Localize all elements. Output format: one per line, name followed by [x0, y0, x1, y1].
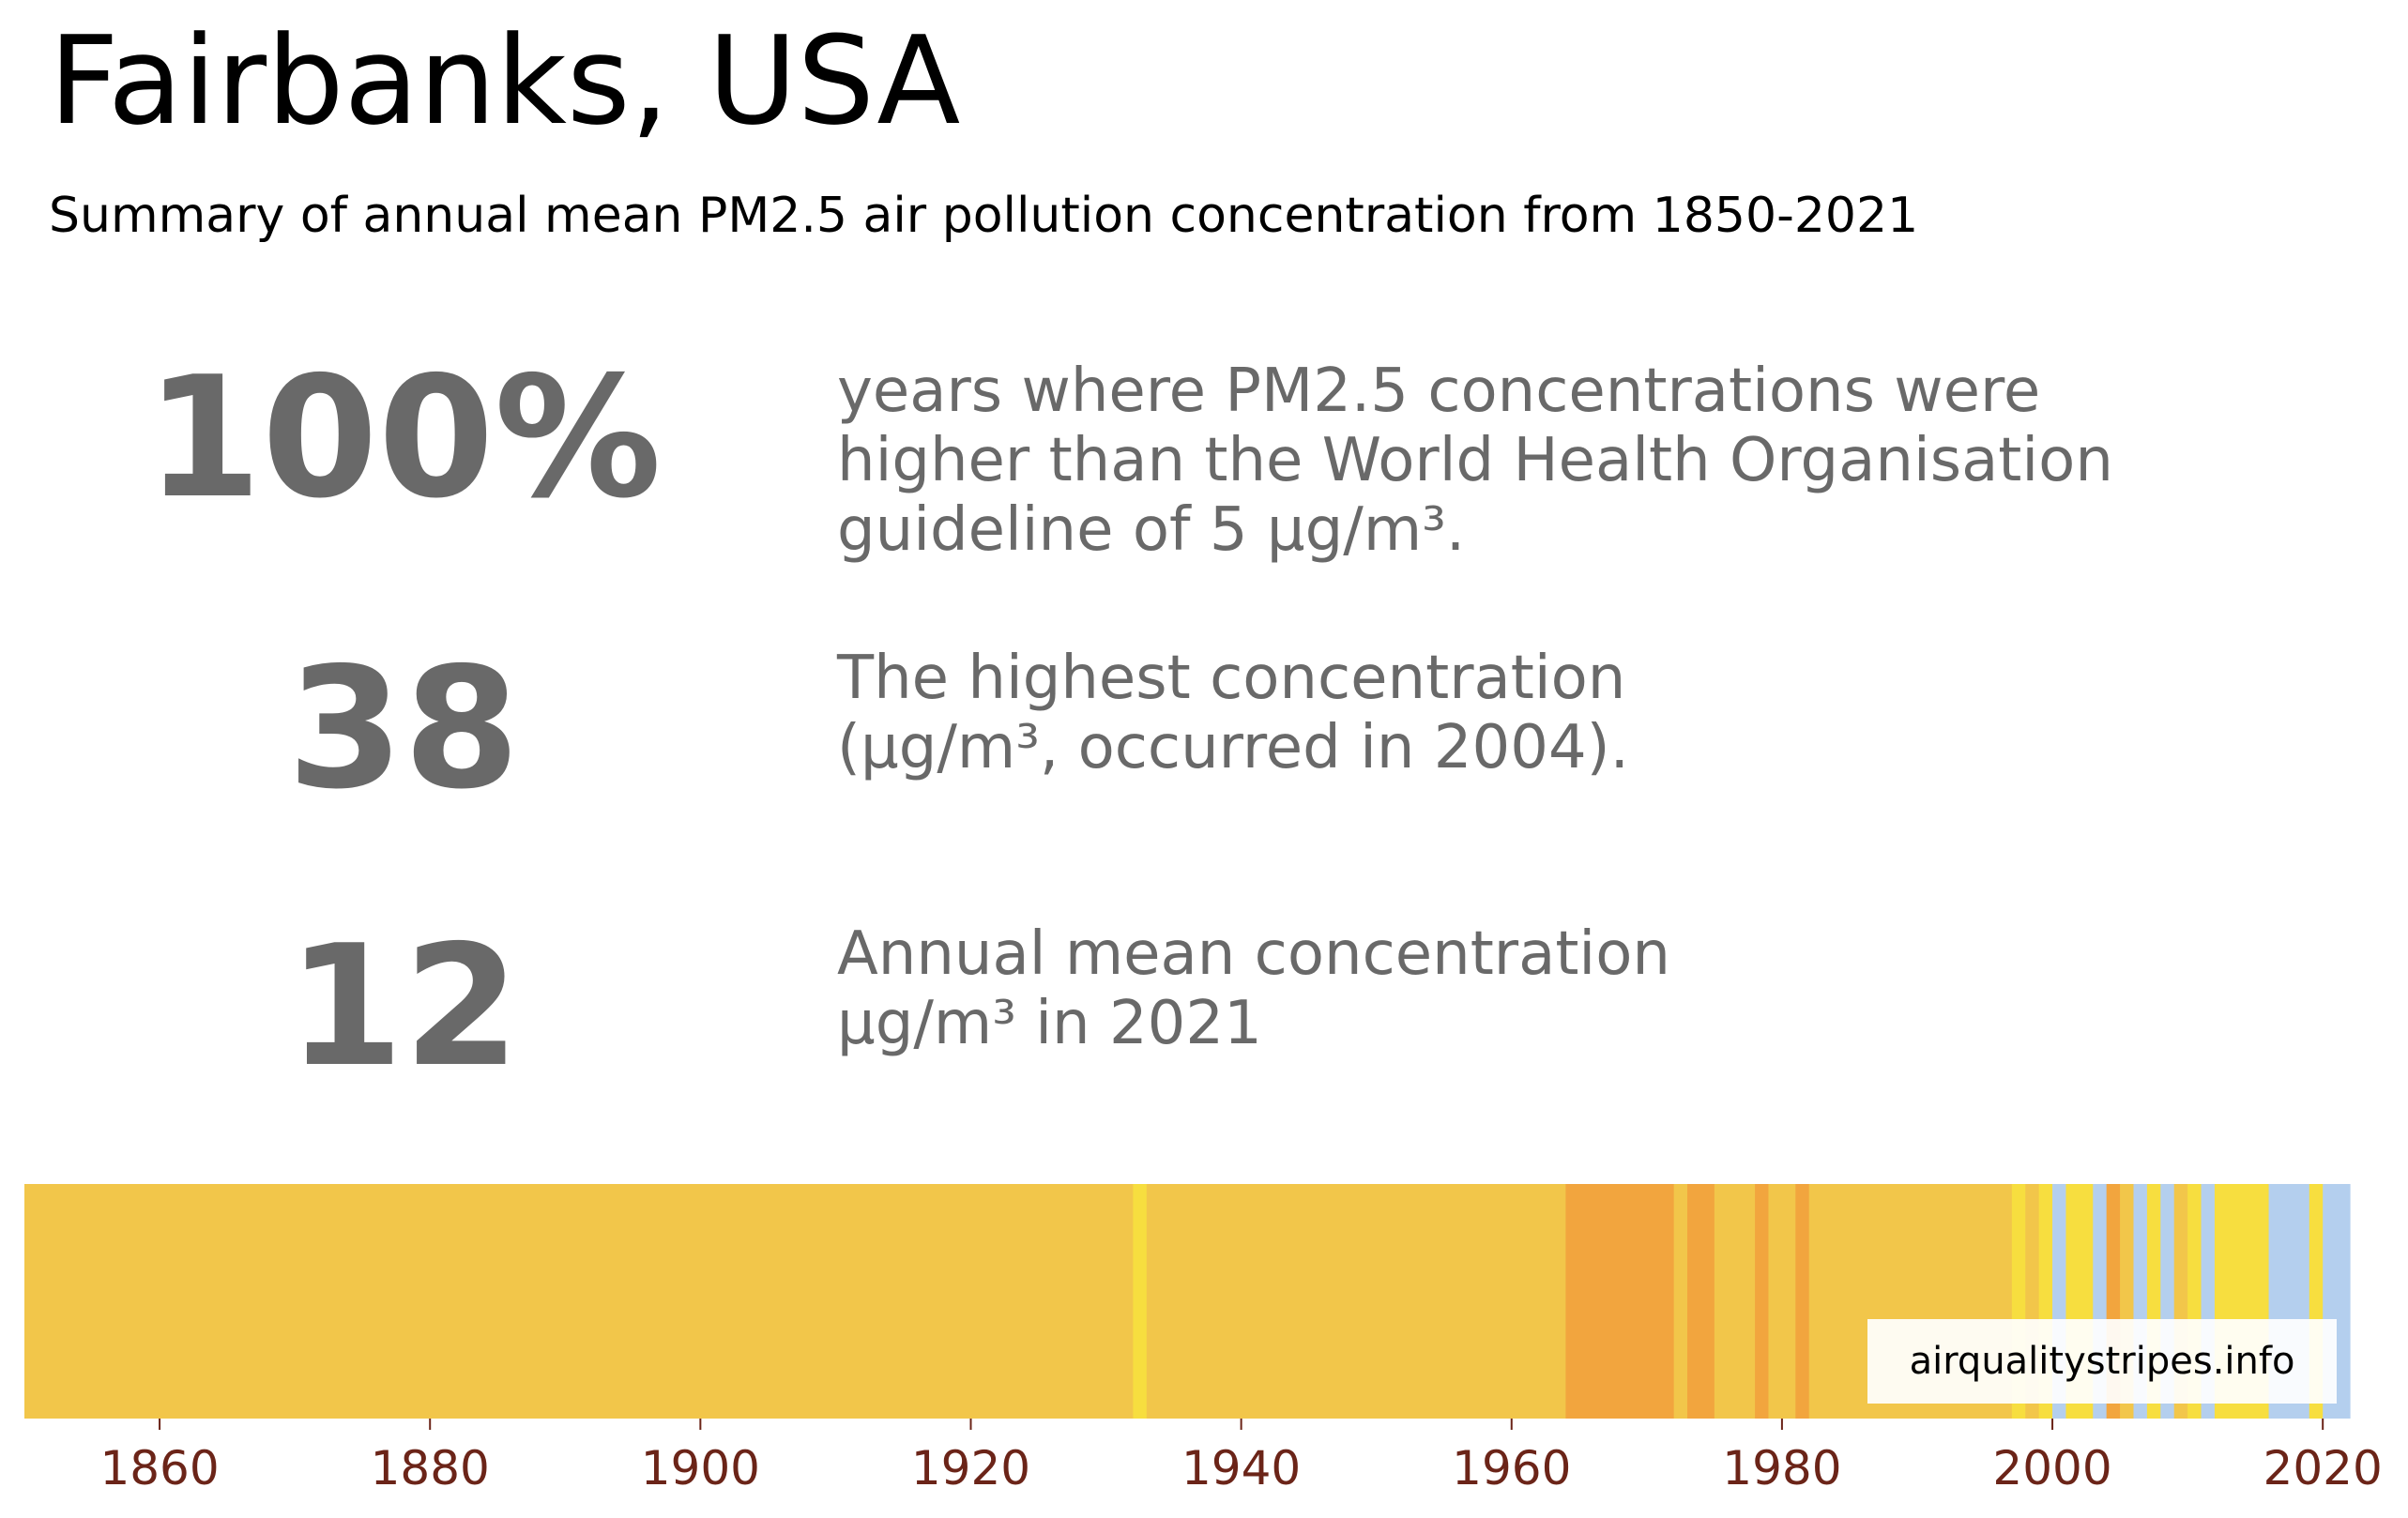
stat-latest-value: 12 — [287, 909, 520, 1103]
stat-latest-description: Annual mean concentration µg/m³ in 2021 — [837, 919, 1670, 1058]
page-title: Fairbanks, USA — [49, 9, 961, 152]
stripe-segment-1972 — [1673, 1184, 1688, 1419]
stripe-segment-1978 — [1755, 1184, 1770, 1419]
x-tick-label-1960: 1960 — [1452, 1441, 1571, 1495]
stripe-segment-1964 — [1565, 1184, 1675, 1419]
stripe-segment-1973 — [1687, 1184, 1715, 1419]
page-subtitle: Summary of annual mean PM2.5 air polluti… — [49, 188, 1919, 244]
x-tick-label-2000: 2000 — [1992, 1441, 2111, 1495]
stat-max-value: 38 — [287, 631, 520, 826]
stat-max-description: The highest concentration (µg/m³, occurr… — [837, 644, 1629, 782]
stripe-segment-1979 — [1768, 1184, 1796, 1419]
x-tick-label-1940: 1940 — [1181, 1441, 1301, 1495]
x-tick-label-1980: 1980 — [1722, 1441, 1841, 1495]
stat-percent-value: 100% — [145, 341, 662, 535]
watermark-background — [1867, 1319, 2337, 1404]
stripe-segment-1981 — [1795, 1184, 1810, 1419]
x-tick-label-1920: 1920 — [911, 1441, 1030, 1495]
watermark-label: airqualitystripes.info — [1909, 1340, 2295, 1383]
x-tick-label-2020: 2020 — [2263, 1441, 2383, 1495]
x-tick-label-1860: 1860 — [99, 1441, 219, 1495]
stripe-segment-1850 — [24, 1184, 1134, 1419]
stripe-segment-1975 — [1714, 1184, 1756, 1419]
stripe-segment-1932 — [1133, 1184, 1148, 1419]
stat-percent-description: years where PM2.5 concentrations were hi… — [837, 357, 2113, 565]
stripe-segment-1933 — [1146, 1184, 1566, 1419]
x-tick-label-1900: 1900 — [641, 1441, 760, 1495]
x-tick-label-1880: 1880 — [371, 1441, 490, 1495]
